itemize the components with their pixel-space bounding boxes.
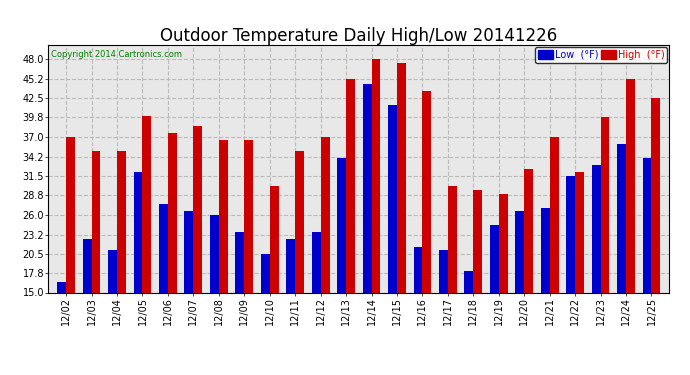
Bar	[524, 169, 533, 292]
Bar	[473, 190, 482, 292]
Bar	[464, 271, 473, 292]
Bar	[515, 211, 524, 292]
Bar	[321, 137, 330, 292]
Bar	[57, 282, 66, 292]
Bar	[490, 225, 499, 292]
Legend: Low  (°F), High  (°F): Low (°F), High (°F)	[535, 47, 667, 63]
Bar	[439, 250, 448, 292]
Bar	[651, 98, 660, 292]
Bar	[210, 215, 219, 292]
Bar	[642, 158, 651, 292]
Bar	[626, 79, 635, 292]
Bar	[134, 172, 142, 292]
Bar	[413, 246, 422, 292]
Bar	[575, 172, 584, 292]
Bar	[312, 232, 321, 292]
Bar	[286, 240, 295, 292]
Bar	[499, 194, 508, 292]
Bar	[108, 250, 117, 292]
Bar	[235, 232, 244, 292]
Bar	[363, 84, 371, 292]
Bar	[550, 137, 559, 292]
Bar	[270, 186, 279, 292]
Bar	[219, 141, 228, 292]
Bar	[295, 151, 304, 292]
Bar	[346, 79, 355, 292]
Bar	[193, 126, 202, 292]
Bar	[117, 151, 126, 292]
Bar	[591, 165, 600, 292]
Bar	[448, 186, 457, 292]
Bar	[397, 63, 406, 292]
Bar	[244, 141, 253, 292]
Bar	[566, 176, 575, 292]
Bar	[159, 204, 168, 292]
Bar	[142, 116, 151, 292]
Bar	[422, 91, 431, 292]
Bar	[541, 208, 550, 292]
Bar	[168, 134, 177, 292]
Bar	[600, 117, 609, 292]
Bar	[337, 158, 346, 292]
Text: Copyright 2014 Cartronics.com: Copyright 2014 Cartronics.com	[51, 50, 182, 59]
Bar	[388, 105, 397, 292]
Bar	[92, 151, 101, 292]
Bar	[261, 254, 270, 292]
Bar	[66, 137, 75, 292]
Bar	[184, 211, 193, 292]
Bar	[83, 240, 92, 292]
Bar	[617, 144, 626, 292]
Title: Outdoor Temperature Daily High/Low 20141226: Outdoor Temperature Daily High/Low 20141…	[160, 27, 558, 45]
Bar	[371, 59, 380, 292]
